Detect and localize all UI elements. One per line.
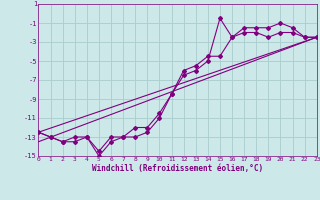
X-axis label: Windchill (Refroidissement éolien,°C): Windchill (Refroidissement éolien,°C) [92, 164, 263, 173]
